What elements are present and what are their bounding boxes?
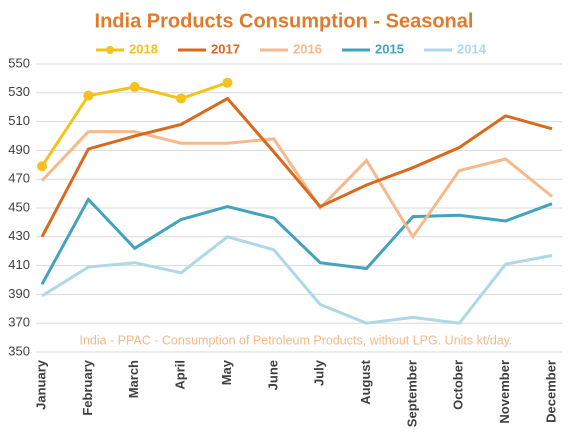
x-tick-label: May <box>219 359 234 385</box>
x-tick-label: November <box>497 360 512 424</box>
chart-title: India Products Consumption - Seasonal <box>95 10 474 32</box>
y-tick-label: 410 <box>8 257 30 272</box>
legend-label: 2018 <box>129 41 158 56</box>
legend-label: 2016 <box>293 41 322 56</box>
series-line <box>40 96 553 238</box>
point <box>129 82 140 93</box>
y-tick-label: 450 <box>8 199 30 214</box>
x-tick-label: August <box>358 359 373 404</box>
x-tick-label: October <box>451 360 466 410</box>
point <box>83 90 94 101</box>
point <box>176 93 187 104</box>
point <box>37 161 47 172</box>
annotation: India - PPAC - Consumption of Petroleum … <box>79 333 512 347</box>
y-tick-label: 430 <box>8 228 30 243</box>
x-tick-label: February <box>80 359 95 415</box>
y-tick-label: 350 <box>8 343 30 358</box>
point <box>222 77 233 88</box>
series-line <box>40 130 553 240</box>
series-line <box>41 235 553 325</box>
x-tick-label: December <box>543 360 558 423</box>
x-tick-label: April <box>173 360 188 390</box>
y-tick-label: 390 <box>8 286 30 301</box>
x-tick-label: January <box>33 359 48 410</box>
y-tick-label: 370 <box>8 315 30 330</box>
y-tick-label: 550 <box>8 55 30 70</box>
x-tick-label: March <box>126 360 141 398</box>
legend-label: 2014 <box>457 41 487 56</box>
y-tick-label: 470 <box>8 171 30 186</box>
legend-label: 2015 <box>375 41 404 56</box>
series-line <box>40 196 553 286</box>
series-line <box>40 81 228 168</box>
legend-marker <box>106 46 114 54</box>
y-tick-label: 510 <box>8 113 30 128</box>
x-tick-label: September <box>404 360 419 427</box>
x-tick-label: July <box>312 359 327 386</box>
y-tick-label: 530 <box>8 84 30 99</box>
y-tick-label: 490 <box>8 142 30 157</box>
legend-label: 2017 <box>211 41 240 56</box>
x-tick-label: June <box>265 360 280 390</box>
